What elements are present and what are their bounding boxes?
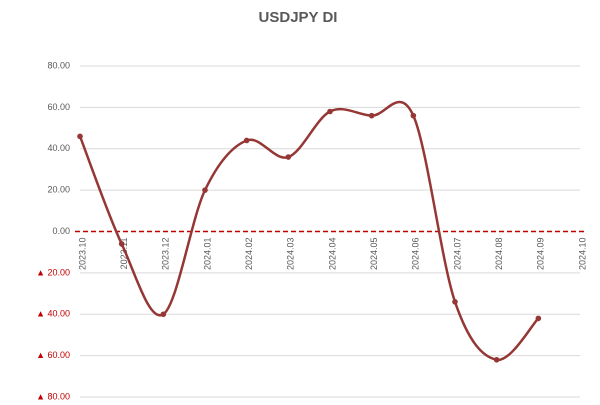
point-marker <box>493 356 500 363</box>
y-tick-label: 80.00 <box>47 60 70 70</box>
x-tick-label: 2023.11 <box>119 238 129 270</box>
x-tick-label: 2024.03 <box>286 238 296 271</box>
point-marker <box>118 241 125 247</box>
point-marker <box>452 299 458 305</box>
point-marker <box>368 112 375 119</box>
point-marker <box>410 112 417 119</box>
x-tick-label: 2023.12 <box>161 238 171 271</box>
point-marker <box>160 311 167 318</box>
y-tick-label: ▲ 80.00 <box>36 391 70 401</box>
y-tick-label: ▲ 20.00 <box>36 267 70 277</box>
x-tick-label: 2024.07 <box>452 238 462 271</box>
x-tick-label: 2024.08 <box>494 237 504 270</box>
point-marker <box>202 187 208 193</box>
x-tick-label: 2024.05 <box>369 238 379 271</box>
y-tick-label: 20.00 <box>47 185 70 195</box>
y-tick-label: 60.00 <box>47 102 70 112</box>
point-marker <box>77 133 83 140</box>
x-tick-label: 2024.10 <box>577 238 587 271</box>
x-tick-label: 2024.04 <box>327 238 337 271</box>
y-tick-label: 40.00 <box>47 143 70 153</box>
x-tick-label: 2024.09 <box>536 238 546 271</box>
x-tick-label: 2024.01 <box>202 238 212 271</box>
point-marker <box>243 137 250 144</box>
chart-title: USDJPY DI <box>259 9 338 26</box>
point-marker <box>327 108 333 115</box>
point-marker <box>285 154 292 160</box>
x-tick-label: 2023.10 <box>77 238 87 271</box>
y-tick-label: ▲ 60.00 <box>36 350 70 360</box>
x-tick-label: 2024.02 <box>244 238 254 271</box>
y-tick-label: 0.00 <box>52 226 70 236</box>
point-marker <box>535 315 542 322</box>
x-tick-label: 2024.06 <box>411 238 421 271</box>
y-tick-label: ▲ 40.00 <box>36 309 70 319</box>
